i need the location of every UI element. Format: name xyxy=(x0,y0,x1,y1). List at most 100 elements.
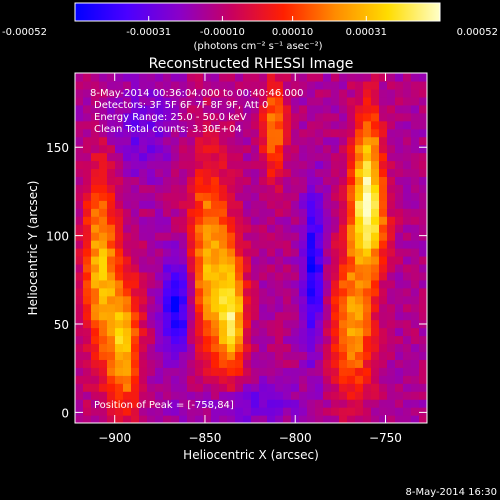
heatmap-cell xyxy=(219,335,228,345)
heatmap-cell xyxy=(147,391,156,400)
heatmap-cell xyxy=(147,335,156,345)
heatmap-cell xyxy=(379,327,388,337)
heatmap-cell xyxy=(387,192,396,201)
heatmap-cell xyxy=(155,391,164,400)
heatmap-cell xyxy=(323,240,332,249)
heatmap-cell xyxy=(283,104,292,114)
heatmap-cell xyxy=(275,160,284,170)
heatmap-cell xyxy=(315,263,324,273)
heatmap-cell xyxy=(219,279,228,289)
heatmap-cell xyxy=(243,192,252,201)
heatmap-cell xyxy=(259,216,268,225)
heatmap-cell xyxy=(195,88,204,98)
colorbar-tick-label: -0.00031 xyxy=(126,27,171,38)
heatmap-cell xyxy=(283,415,292,423)
heatmap-cell xyxy=(411,255,420,265)
heatmap-cell xyxy=(187,407,196,416)
heatmap-cell xyxy=(187,415,196,423)
heatmap-cell xyxy=(195,104,204,114)
heatmap-cell xyxy=(107,168,116,178)
heatmap-cell xyxy=(147,104,156,114)
heatmap-cell xyxy=(267,383,276,392)
heatmap-cell xyxy=(251,144,260,154)
heatmap-cell xyxy=(179,319,188,329)
heatmap-cell xyxy=(171,136,180,146)
heatmap-cell xyxy=(283,96,292,106)
heatmap-cell xyxy=(187,88,196,98)
heatmap-cell xyxy=(195,311,204,321)
heatmap-cell xyxy=(339,311,348,321)
heatmap-cell xyxy=(395,232,404,241)
heatmap-cell xyxy=(171,375,180,384)
heatmap-cell xyxy=(75,391,84,400)
annotation-time: 8-May-2014 00:36:04.000 to 00:40:46.000 xyxy=(90,88,303,99)
heatmap-cell xyxy=(115,335,124,345)
heatmap-cell xyxy=(267,415,276,423)
heatmap-cell xyxy=(123,168,132,178)
heatmap-cell xyxy=(203,263,212,273)
heatmap-cell xyxy=(339,128,348,138)
heatmap-cell xyxy=(339,255,348,265)
heatmap-cell xyxy=(299,128,308,138)
heatmap-cell xyxy=(115,311,124,321)
heatmap-cell xyxy=(355,367,364,376)
heatmap-cell xyxy=(83,407,92,416)
heatmap-cell xyxy=(123,248,132,257)
heatmap-cell xyxy=(235,367,244,376)
heatmap-cell xyxy=(147,168,156,178)
heatmap-cell xyxy=(107,351,116,360)
heatmap-cell xyxy=(115,232,124,241)
heatmap-cell xyxy=(219,80,228,90)
heatmap-cell xyxy=(163,160,172,170)
heatmap-cell xyxy=(395,415,404,423)
heatmap-cell xyxy=(75,240,84,249)
heatmap-cell xyxy=(139,375,148,384)
heatmap-cell xyxy=(91,88,100,98)
heatmap-cell xyxy=(323,192,332,201)
heatmap-cell xyxy=(371,216,380,225)
heatmap-cell xyxy=(91,279,100,289)
heatmap-cell xyxy=(179,255,188,265)
heatmap-cell xyxy=(259,208,268,217)
heatmap-cell xyxy=(227,232,236,241)
heatmap-cell xyxy=(243,255,252,265)
heatmap-cell xyxy=(243,128,252,138)
heatmap-cell xyxy=(371,120,380,130)
heatmap-cell xyxy=(131,232,140,241)
heatmap-cell xyxy=(339,415,348,423)
heatmap-cell xyxy=(331,152,340,162)
heatmap-cell xyxy=(91,399,100,408)
heatmap-cell xyxy=(243,279,252,289)
heatmap-cell xyxy=(331,295,340,305)
heatmap-cell xyxy=(307,248,316,257)
heatmap-cell xyxy=(115,96,124,106)
heatmap-cell xyxy=(179,96,188,106)
heatmap-cell xyxy=(275,271,284,281)
heatmap-cell xyxy=(323,144,332,154)
heatmap-cell xyxy=(155,224,164,233)
heatmap-cell xyxy=(83,367,92,376)
heatmap-cell xyxy=(355,96,364,106)
heatmap-cell xyxy=(283,391,292,400)
heatmap-cell xyxy=(147,176,156,185)
heatmap-cell xyxy=(323,176,332,185)
heatmap-cell xyxy=(187,128,196,138)
heatmap-cell xyxy=(75,80,84,90)
heatmap-cell xyxy=(195,136,204,146)
heatmap-cell xyxy=(115,152,124,162)
heatmap-cell xyxy=(163,263,172,273)
heatmap-cell xyxy=(347,208,356,217)
heatmap-cell xyxy=(91,200,100,209)
heatmap-cell xyxy=(219,311,228,321)
heatmap-cell xyxy=(131,184,140,193)
heatmap-cell xyxy=(411,248,420,257)
heatmap-cell xyxy=(75,192,84,201)
heatmap-cell xyxy=(163,88,172,98)
heatmap-cell xyxy=(123,104,132,114)
heatmap-cell xyxy=(315,208,324,217)
heatmap-cell xyxy=(323,295,332,305)
heatmap-cell xyxy=(363,359,372,368)
heatmap-cell xyxy=(411,80,420,90)
heatmap-cell xyxy=(395,144,404,154)
heatmap-cell xyxy=(379,415,388,423)
